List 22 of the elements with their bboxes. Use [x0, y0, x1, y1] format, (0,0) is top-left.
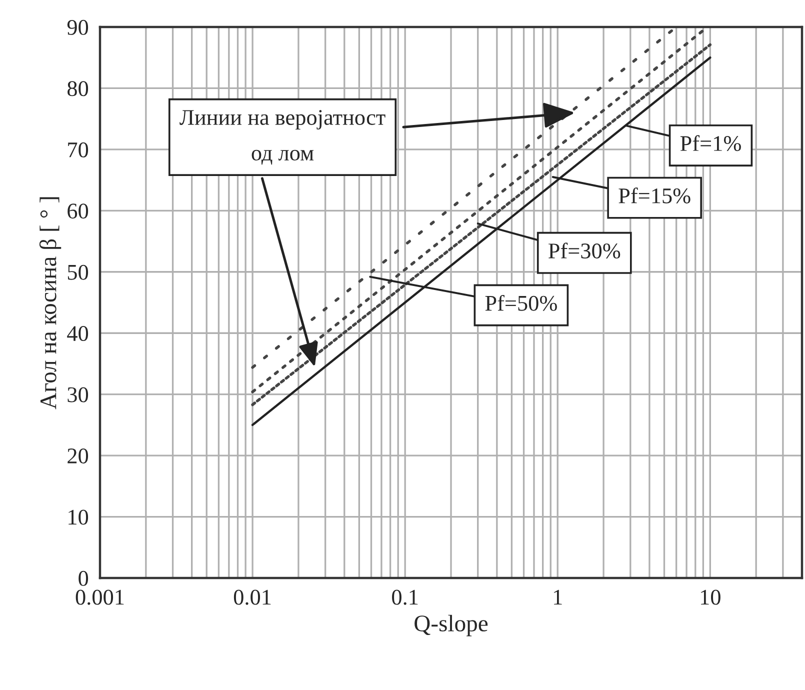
x-tick-label: 0.1 — [392, 590, 418, 605]
y-axis-title: Агол на косина β [ ° ] — [39, 197, 62, 410]
annotation: Pf=1% — [680, 135, 741, 152]
y-tick-label: 0 — [78, 570, 88, 586]
y-tick-label: 50 — [68, 264, 88, 280]
x-tick-label: 1 — [554, 590, 562, 605]
y-tick-label: 10 — [68, 510, 88, 525]
annotation: Линии на веројатност од лом — [180, 110, 386, 165]
annotation: Pf=50% — [485, 294, 557, 311]
annotation: Pf=30% — [548, 242, 620, 259]
y-tick-label: 70 — [68, 142, 88, 158]
y-tick-label: 90 — [67, 20, 88, 35]
x-axis-title: Q-slope — [414, 614, 488, 636]
y-tick-label: 80 — [68, 81, 88, 96]
x-tick-label: 10 — [701, 590, 720, 605]
annotation: Pf=15% — [618, 188, 690, 204]
y-tick-label: 20 — [68, 448, 88, 464]
y-tick-label: 60 — [68, 204, 88, 219]
x-tick-label: 0.001 — [76, 590, 124, 605]
y-tick-label: 30 — [68, 387, 88, 402]
y-tick-label: 40 — [67, 326, 88, 342]
x-tick-label: 0.01 — [234, 590, 271, 605]
